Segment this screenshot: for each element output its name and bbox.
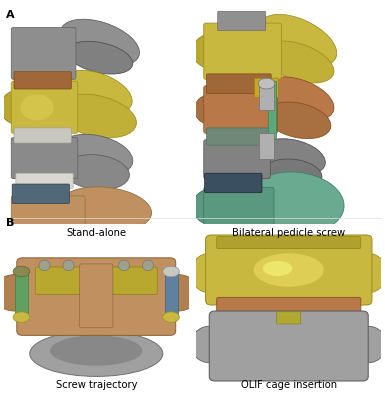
FancyBboxPatch shape <box>204 86 278 133</box>
FancyBboxPatch shape <box>205 173 262 193</box>
FancyBboxPatch shape <box>206 74 271 93</box>
Ellipse shape <box>156 274 200 311</box>
FancyBboxPatch shape <box>11 196 85 226</box>
FancyBboxPatch shape <box>204 23 281 79</box>
Ellipse shape <box>63 260 74 271</box>
Ellipse shape <box>59 187 152 231</box>
Ellipse shape <box>13 266 30 277</box>
FancyBboxPatch shape <box>11 28 76 79</box>
Ellipse shape <box>254 253 324 287</box>
Ellipse shape <box>263 159 322 190</box>
Text: A: A <box>6 10 14 20</box>
FancyBboxPatch shape <box>218 11 266 31</box>
Ellipse shape <box>56 94 136 138</box>
Ellipse shape <box>265 102 331 139</box>
Ellipse shape <box>262 77 334 120</box>
FancyBboxPatch shape <box>35 267 157 294</box>
Ellipse shape <box>248 172 344 233</box>
Ellipse shape <box>262 41 334 83</box>
Ellipse shape <box>20 94 54 120</box>
Bar <box>268 82 276 138</box>
Text: OLIF cage insertion: OLIF cage insertion <box>241 380 337 390</box>
Ellipse shape <box>67 41 133 74</box>
FancyBboxPatch shape <box>217 236 361 249</box>
Ellipse shape <box>39 260 50 271</box>
Bar <box>259 84 274 110</box>
Ellipse shape <box>30 331 163 376</box>
FancyBboxPatch shape <box>206 128 271 145</box>
FancyBboxPatch shape <box>16 173 73 188</box>
FancyBboxPatch shape <box>204 140 270 179</box>
FancyBboxPatch shape <box>14 72 71 89</box>
Ellipse shape <box>259 139 325 175</box>
FancyBboxPatch shape <box>11 82 78 133</box>
Ellipse shape <box>192 34 229 68</box>
Polygon shape <box>13 34 74 68</box>
Ellipse shape <box>50 335 142 366</box>
Text: B: B <box>6 218 14 228</box>
Ellipse shape <box>258 78 275 89</box>
Ellipse shape <box>350 253 385 293</box>
FancyBboxPatch shape <box>209 311 368 381</box>
Bar <box>15 272 28 317</box>
Ellipse shape <box>119 260 129 271</box>
FancyBboxPatch shape <box>11 138 78 179</box>
Ellipse shape <box>194 94 228 125</box>
Ellipse shape <box>163 312 179 322</box>
FancyBboxPatch shape <box>206 235 372 305</box>
Ellipse shape <box>191 253 228 293</box>
FancyBboxPatch shape <box>14 128 71 143</box>
Ellipse shape <box>192 190 226 224</box>
Ellipse shape <box>259 14 337 66</box>
Ellipse shape <box>13 312 30 322</box>
FancyBboxPatch shape <box>80 264 113 328</box>
Ellipse shape <box>60 70 132 114</box>
Ellipse shape <box>63 155 129 190</box>
FancyBboxPatch shape <box>17 258 176 335</box>
Ellipse shape <box>142 260 154 271</box>
Ellipse shape <box>0 274 37 311</box>
Text: Screw trajectory: Screw trajectory <box>55 380 137 390</box>
Ellipse shape <box>191 326 228 363</box>
Bar <box>165 272 177 317</box>
Bar <box>259 133 274 159</box>
Text: Bilateral pedicle screw: Bilateral pedicle screw <box>232 228 345 238</box>
Ellipse shape <box>0 90 37 125</box>
Ellipse shape <box>60 134 133 176</box>
FancyBboxPatch shape <box>217 297 361 319</box>
FancyBboxPatch shape <box>204 187 274 226</box>
Ellipse shape <box>263 261 293 276</box>
Ellipse shape <box>163 266 179 277</box>
Text: Stand-alone: Stand-alone <box>66 228 126 238</box>
Ellipse shape <box>60 19 139 66</box>
FancyBboxPatch shape <box>277 312 301 324</box>
FancyBboxPatch shape <box>12 184 69 204</box>
FancyBboxPatch shape <box>254 78 279 98</box>
Ellipse shape <box>350 326 385 363</box>
